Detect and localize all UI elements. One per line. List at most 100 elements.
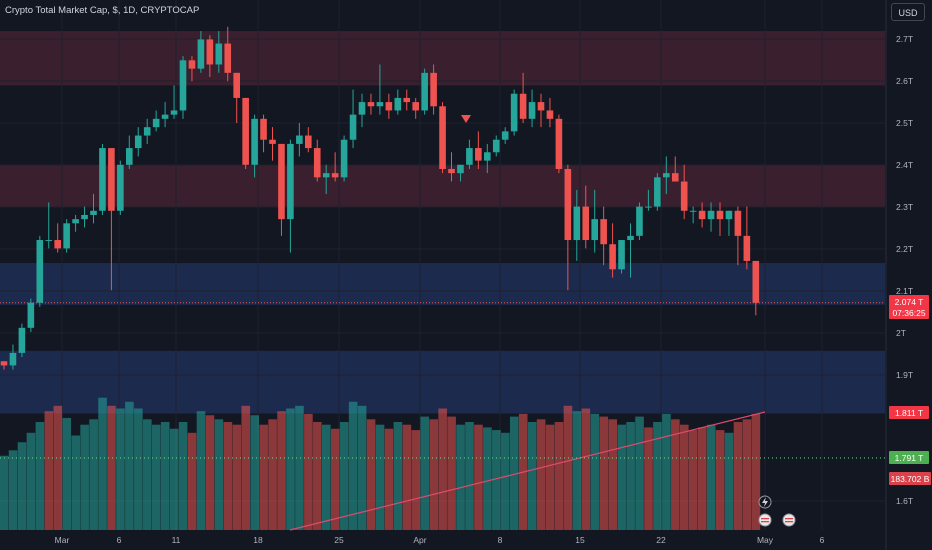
volume-bar [98, 397, 107, 530]
candle-body [36, 240, 44, 303]
candle-body [466, 148, 473, 165]
volume-bar [304, 413, 313, 530]
candle-body [457, 164, 464, 174]
candle-body [564, 168, 572, 241]
candle-body [72, 219, 79, 224]
volume-bar [286, 408, 295, 530]
y-tick-label: 1.9T [896, 370, 913, 380]
volume-bar [35, 422, 45, 530]
candle-body [90, 210, 97, 215]
trend-line [289, 411, 766, 531]
candle-body [126, 148, 133, 165]
volume-bar [357, 405, 367, 530]
candle-body [376, 102, 384, 107]
candle-body [206, 39, 214, 65]
volume-bar [348, 401, 358, 530]
candle-body [645, 206, 652, 208]
volume-bar [483, 427, 492, 530]
last-price-label: 2.074 T [895, 297, 924, 307]
volume-bar [429, 419, 438, 530]
volume-bar [626, 422, 635, 530]
candle-body [242, 97, 249, 165]
candle-body [484, 152, 491, 161]
candle-body [0, 361, 8, 366]
volume-bar [671, 419, 680, 530]
x-tick-label: 25 [334, 535, 344, 545]
volume-bar [375, 424, 385, 530]
x-tick-label: 18 [253, 535, 263, 545]
candle-body [367, 102, 375, 107]
volume-bar [680, 424, 689, 530]
volume-bar [160, 422, 170, 530]
zone-support-3 [0, 350, 885, 414]
flag-stripe [785, 518, 793, 520]
bolt-glyph [762, 497, 768, 507]
x-tick-label: 8 [498, 535, 503, 545]
candle-body [421, 72, 428, 111]
flag-icon [758, 513, 772, 527]
candle-body [99, 148, 106, 211]
volume-bar [653, 422, 662, 530]
volume-bar [89, 419, 98, 530]
volume-bar [492, 430, 501, 530]
y-tick-label: 2.4T [896, 160, 913, 170]
candle-body [215, 43, 223, 65]
volume-bar [62, 417, 72, 530]
candle-body [537, 102, 545, 111]
candle-body [510, 93, 518, 132]
candle-body [322, 173, 330, 178]
volume-bar [268, 419, 277, 530]
x-tick-label: 6 [820, 535, 825, 545]
candle-body [689, 210, 697, 212]
candle-body [81, 214, 88, 220]
y-tick-label: 2.1T [896, 286, 913, 296]
y-tick-label: 1.6T [896, 496, 913, 506]
volume-bar [599, 416, 609, 530]
currency-button[interactable]: USD [891, 3, 925, 21]
candle-body [627, 235, 634, 241]
volume-bar [572, 411, 582, 530]
candle-body [671, 173, 679, 182]
candle-body [313, 148, 321, 178]
volume-bar [330, 428, 340, 530]
volume-bar [527, 422, 537, 530]
candle-body [278, 143, 285, 220]
red-level-label: 1.811 T [895, 408, 923, 418]
volume-bar [474, 424, 483, 530]
candle-body [725, 210, 733, 220]
candle-body [134, 135, 142, 149]
volume-bar [662, 413, 671, 530]
candle-body [296, 135, 303, 144]
volume-bar [196, 411, 206, 530]
candle-body [358, 102, 366, 115]
volume-bar [635, 416, 644, 530]
candle-body [448, 168, 455, 174]
y-tick-label: 2.2T [896, 244, 913, 254]
candle-body [385, 102, 393, 111]
volume-bar [465, 422, 474, 530]
volume-bar [402, 424, 412, 530]
candle-body [573, 206, 581, 241]
flag-icon [782, 513, 796, 527]
y-tick-label: 2.5T [896, 118, 913, 128]
candle-body [108, 148, 115, 211]
volume-bar [581, 408, 591, 530]
candle-body [698, 210, 706, 220]
volume-bar [339, 422, 349, 530]
volume-bar [214, 419, 224, 530]
candle-body [501, 131, 509, 140]
candle-body [492, 139, 500, 153]
volume-bar [295, 405, 304, 530]
volume-bar [366, 419, 376, 530]
candle-body [475, 148, 482, 161]
volume-bar [17, 442, 27, 530]
candle-body [143, 127, 151, 136]
candle-body [555, 118, 563, 169]
volume-bar [608, 419, 617, 530]
candle-body [18, 327, 26, 353]
green-level-label: 1.791 T [895, 453, 924, 463]
y-tick-label: 2.7T [896, 34, 913, 44]
volume-bar [724, 432, 734, 530]
volume-bar [688, 430, 698, 530]
